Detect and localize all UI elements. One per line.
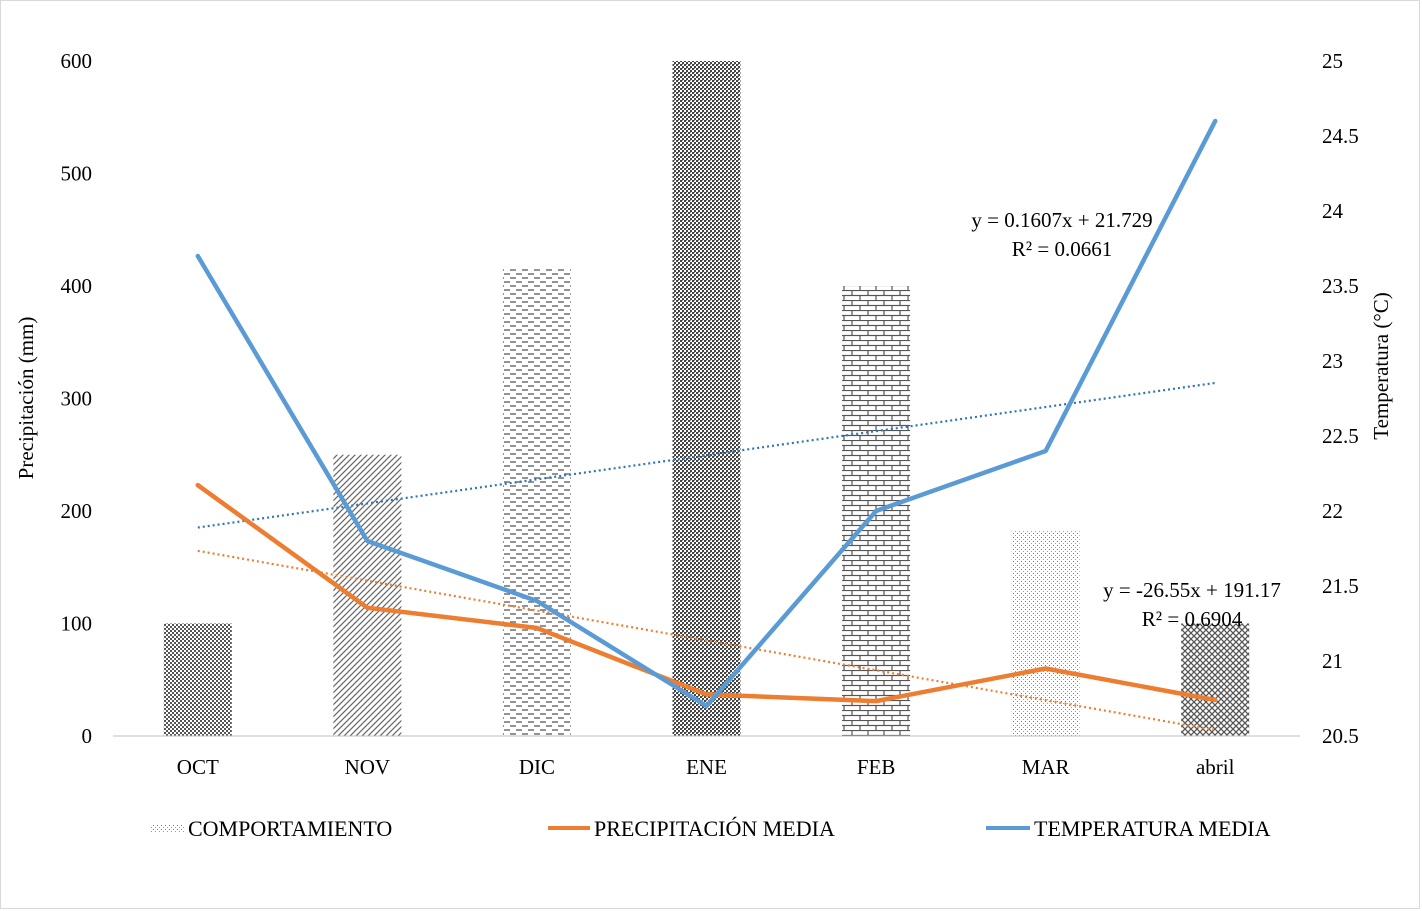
lines-layer xyxy=(195,118,1218,709)
y-right-tick-24-5: 24.5 xyxy=(1322,124,1359,148)
y-right-tick-22: 22 xyxy=(1322,499,1343,523)
y-left-tick-500: 500 xyxy=(61,162,93,186)
legend-swatch-comportamiento xyxy=(150,824,184,833)
left-axis-ticks: 0 100 200 300 400 500 600 xyxy=(61,49,93,748)
x-tick-ene: ENE xyxy=(686,755,727,779)
y-right-tick-20-5: 20.5 xyxy=(1322,724,1359,748)
line-temperatura-media xyxy=(195,118,1218,709)
precipitation-trend-equation: y = -26.55x + 191.17 xyxy=(1103,578,1281,602)
temperature-trend-r2: R² = 0.0661 xyxy=(1012,237,1112,261)
bar-abril xyxy=(1181,623,1250,736)
y-right-tick-24: 24 xyxy=(1322,199,1344,223)
y-left-tick-0: 0 xyxy=(82,724,93,748)
x-tick-abril: abril xyxy=(1196,755,1235,779)
bar-mar xyxy=(1011,530,1080,736)
y-left-tick-300: 300 xyxy=(61,387,93,411)
trendline-precipitacion-media xyxy=(197,549,1216,732)
legend-label-temperatura: TEMPERATURA MEDIA xyxy=(1034,816,1271,841)
y-right-axis-title: Temperatura (°C) xyxy=(1369,292,1393,439)
precipitation-trend-r2: R² = 0.6904 xyxy=(1142,607,1243,631)
x-tick-feb: FEB xyxy=(857,755,896,779)
x-tick-mar: MAR xyxy=(1022,755,1070,779)
y-right-tick-22-5: 22.5 xyxy=(1322,424,1359,448)
y-right-tick-25: 25 xyxy=(1322,49,1343,73)
bars-layer xyxy=(163,61,1250,736)
y-left-tick-200: 200 xyxy=(61,499,93,523)
temperature-trend-equation: y = 0.1607x + 21.729 xyxy=(971,208,1152,232)
y-right-tick-21: 21 xyxy=(1322,649,1343,673)
x-axis-category-labels: OCT NOV DIC ENE FEB MAR abril xyxy=(177,755,1235,779)
y-left-axis-title: Precipitación (mm) xyxy=(14,317,38,480)
bar-oct xyxy=(163,623,232,736)
legend-label-comportamiento: COMPORTAMIENTO xyxy=(188,816,392,841)
bar-ene xyxy=(672,61,741,736)
y-right-tick-23: 23 xyxy=(1322,349,1343,373)
right-axis-ticks: 20.5 21 21.5 22 22.5 23 23.5 24 24.5 25 xyxy=(1322,49,1359,748)
y-left-tick-100: 100 xyxy=(61,612,93,636)
bar-dic xyxy=(502,266,571,736)
trendlines-layer xyxy=(197,381,1216,732)
y-left-tick-400: 400 xyxy=(61,274,93,298)
x-tick-oct: OCT xyxy=(177,755,219,779)
y-right-tick-21-5: 21.5 xyxy=(1322,574,1359,598)
legend-label-precipitacion: PRECIPITACIÓN MEDIA xyxy=(594,816,835,841)
y-left-tick-600: 600 xyxy=(61,49,93,73)
trendline-temperatura-media xyxy=(197,381,1216,529)
y-right-tick-23-5: 23.5 xyxy=(1322,274,1359,298)
x-tick-nov: NOV xyxy=(345,755,391,779)
legend: COMPORTAMIENTO PRECIPITACIÓN MEDIA TEMPE… xyxy=(150,816,1271,841)
line-precipitacion-media xyxy=(195,482,1218,704)
x-tick-dic: DIC xyxy=(519,755,555,779)
